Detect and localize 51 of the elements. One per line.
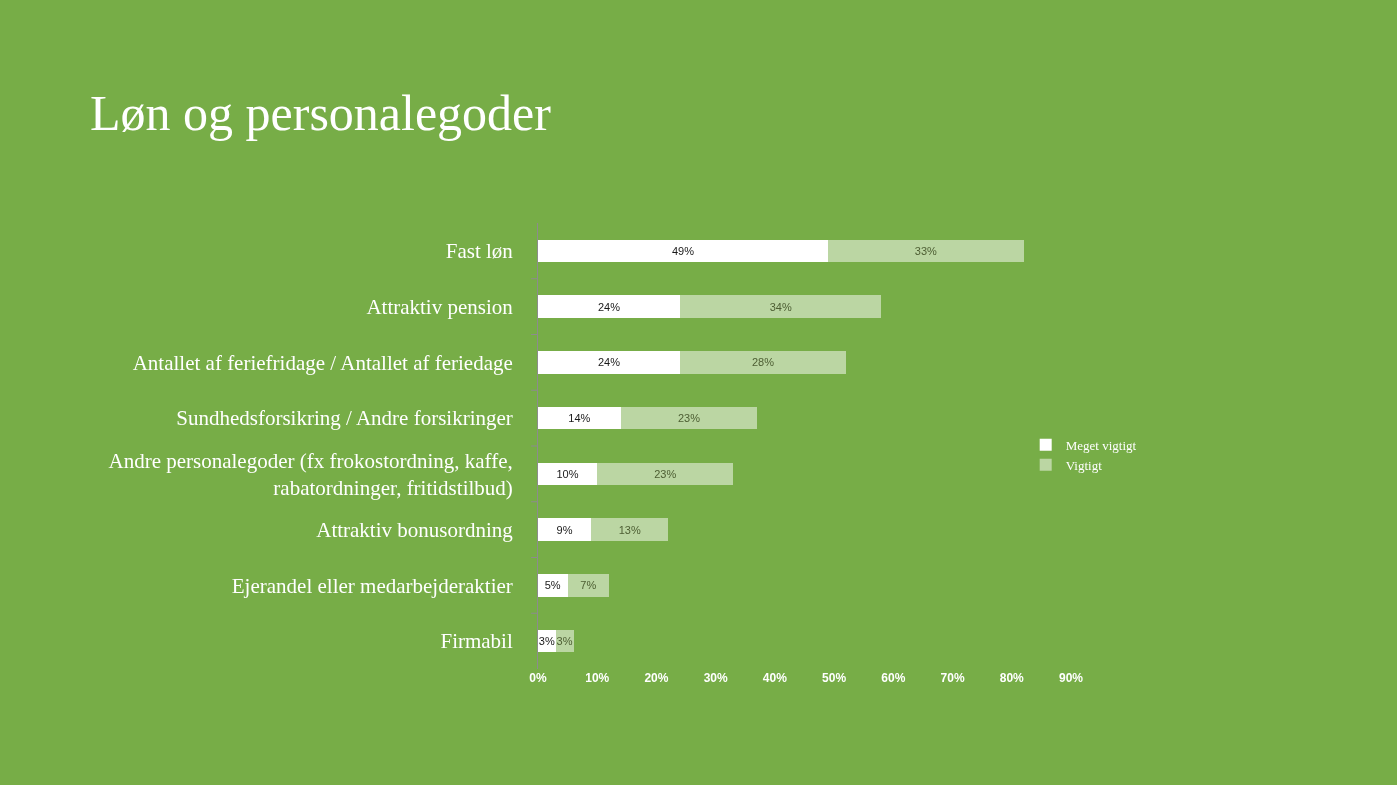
bar [538, 518, 592, 541]
y-tick-label: Andre personalegoder (fx frokostordning, kaffe, rabatordninger, fritidstilbud) [108, 448, 513, 500]
bar [597, 462, 734, 486]
data-label: 14% [568, 412, 591, 425]
x-tick-label: 0% [529, 671, 547, 685]
chart-title: Løn og personalegoder [90, 84, 552, 141]
x-tick-label: 70% [940, 671, 965, 685]
data-label: 49% [671, 244, 695, 257]
y-tick-label: Antallet af feriefridage / Antallet af feriedage [132, 350, 513, 375]
legend-label: Meget vigtigt [1065, 437, 1137, 453]
y-tick-label: Firmabil [440, 629, 513, 654]
data-label: 5% [544, 579, 561, 592]
y-tick-label: Attraktiv pension [366, 294, 514, 319]
data-label: 7% [580, 579, 597, 592]
data-label: 33% [914, 244, 938, 257]
data-label: 13% [618, 523, 641, 536]
bar [680, 295, 882, 318]
data-label: 3% [556, 635, 573, 648]
data-label: 3% [538, 635, 555, 648]
bar [620, 406, 758, 430]
y-tick-label: Sundhedsforsikring / Andre forsikringer [176, 406, 513, 431]
y-tick-label: Fast løn [445, 239, 514, 264]
x-tick-label: 50% [822, 671, 847, 685]
bar [591, 518, 669, 541]
bar [828, 239, 1024, 263]
bar [538, 351, 681, 374]
x-tick-label: 60% [881, 671, 906, 685]
data-label: 10% [556, 467, 579, 480]
x-tick-label: 20% [644, 671, 669, 685]
data-label: 9% [556, 523, 573, 536]
data-label: 28% [751, 356, 775, 369]
y-tick-label: Ejerandel eller medarbejderaktier [231, 573, 513, 598]
bar [680, 351, 846, 374]
bar [538, 239, 829, 263]
bar [538, 574, 568, 597]
x-tick-label: 80% [999, 671, 1025, 685]
x-tick-label: 10% [585, 671, 610, 685]
x-tick-label: 40% [762, 671, 788, 685]
legend-label: Vigtigt [1065, 457, 1103, 473]
bar [567, 574, 610, 597]
data-label: 23% [654, 467, 677, 480]
data-label: 34% [769, 300, 792, 313]
data-label: 24% [597, 300, 621, 313]
bar [538, 295, 681, 318]
bar [538, 406, 621, 430]
data-label: 23% [677, 412, 701, 425]
bar [538, 462, 598, 486]
data-label: 24% [597, 356, 621, 369]
x-tick-label: 30% [703, 671, 728, 685]
x-tick-label: 90% [1058, 671, 1084, 685]
y-tick-label: Attraktiv bonusordning [316, 517, 514, 542]
